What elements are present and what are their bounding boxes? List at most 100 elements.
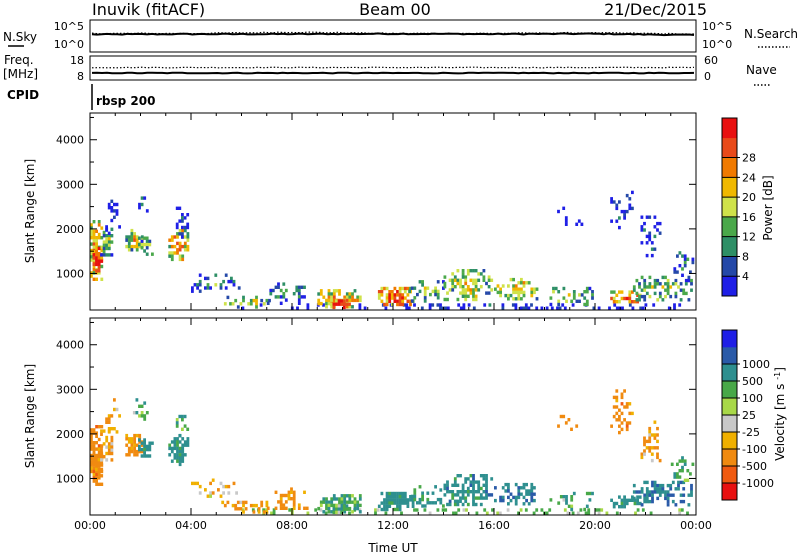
cell — [97, 269, 101, 273]
cluster-5 — [138, 438, 154, 458]
cell — [148, 454, 152, 458]
cell — [332, 504, 336, 508]
cluster-21 — [632, 275, 693, 302]
cell — [113, 407, 116, 412]
colorbar-tick-label: -100 — [742, 443, 767, 456]
cell — [138, 206, 141, 210]
cell — [443, 297, 447, 302]
cell — [170, 238, 174, 242]
cell — [410, 497, 414, 502]
cluster-3 — [105, 199, 121, 235]
cell — [490, 288, 494, 292]
cell — [181, 213, 184, 217]
cell — [588, 498, 592, 502]
cell — [640, 275, 644, 280]
cell — [222, 491, 225, 495]
cell — [451, 278, 455, 282]
cell — [353, 506, 357, 511]
cell — [461, 483, 465, 487]
cell — [552, 290, 555, 294]
cell — [380, 491, 384, 496]
cell — [322, 497, 326, 501]
cell — [92, 245, 96, 249]
cell — [690, 288, 693, 292]
cell — [292, 493, 296, 498]
cell — [691, 257, 695, 261]
cell — [472, 477, 475, 481]
cell — [102, 455, 106, 459]
cell — [620, 392, 624, 396]
cell — [570, 498, 574, 502]
cell — [133, 449, 136, 454]
cell — [410, 494, 414, 499]
cell — [170, 449, 174, 454]
cell — [454, 511, 458, 515]
cell — [530, 293, 534, 298]
cell — [110, 435, 114, 440]
cell — [176, 248, 179, 252]
cell — [97, 246, 101, 251]
cell — [327, 503, 331, 508]
cell — [658, 493, 662, 497]
cell — [472, 306, 476, 310]
cell — [351, 298, 354, 303]
cell — [651, 480, 654, 485]
cell — [125, 453, 129, 457]
cluster-24 — [610, 190, 634, 230]
cell — [255, 295, 258, 300]
cell — [459, 306, 463, 310]
cell — [330, 497, 334, 501]
cell — [183, 216, 187, 220]
cell — [100, 253, 103, 257]
station-title: Inuvik (fitACF) — [92, 0, 205, 19]
xtick-label: 08:00 — [276, 519, 308, 532]
cell — [105, 253, 109, 257]
cell — [193, 283, 197, 287]
cell — [684, 291, 688, 296]
cell — [385, 299, 389, 303]
cell — [198, 484, 202, 489]
cluster-25 — [640, 215, 662, 258]
freq-label-line1: Freq. — [4, 53, 34, 67]
cell — [628, 421, 632, 425]
cell — [677, 480, 680, 485]
cell — [242, 503, 245, 508]
cell — [181, 446, 185, 451]
cell — [348, 305, 352, 309]
cell — [472, 486, 475, 491]
cell — [583, 507, 587, 512]
cluster-18 — [494, 277, 539, 301]
cell — [519, 508, 523, 512]
cell — [464, 477, 468, 481]
cell — [639, 306, 643, 310]
cell — [618, 430, 621, 435]
cell — [127, 248, 131, 252]
cell — [520, 287, 523, 291]
cell — [173, 437, 177, 441]
cell — [474, 278, 478, 282]
cell — [625, 193, 629, 198]
nsky-frame — [89, 19, 697, 53]
cell — [643, 221, 646, 226]
cell — [181, 453, 185, 457]
colorbar-swatch — [722, 398, 737, 416]
cell — [133, 232, 136, 236]
cell — [383, 507, 386, 512]
cell — [297, 503, 301, 507]
cell — [277, 295, 280, 299]
cell — [462, 306, 466, 310]
colorbar-swatch — [722, 449, 737, 467]
cell — [469, 278, 473, 282]
cell — [175, 424, 179, 428]
cell — [485, 511, 489, 515]
cell — [92, 232, 96, 237]
cell — [113, 427, 116, 431]
cell — [666, 499, 670, 504]
cell — [92, 451, 96, 456]
cell — [327, 506, 331, 511]
cell — [168, 251, 172, 255]
cell — [110, 458, 114, 462]
cell — [578, 299, 581, 303]
cell — [338, 289, 341, 293]
cell — [178, 241, 182, 246]
